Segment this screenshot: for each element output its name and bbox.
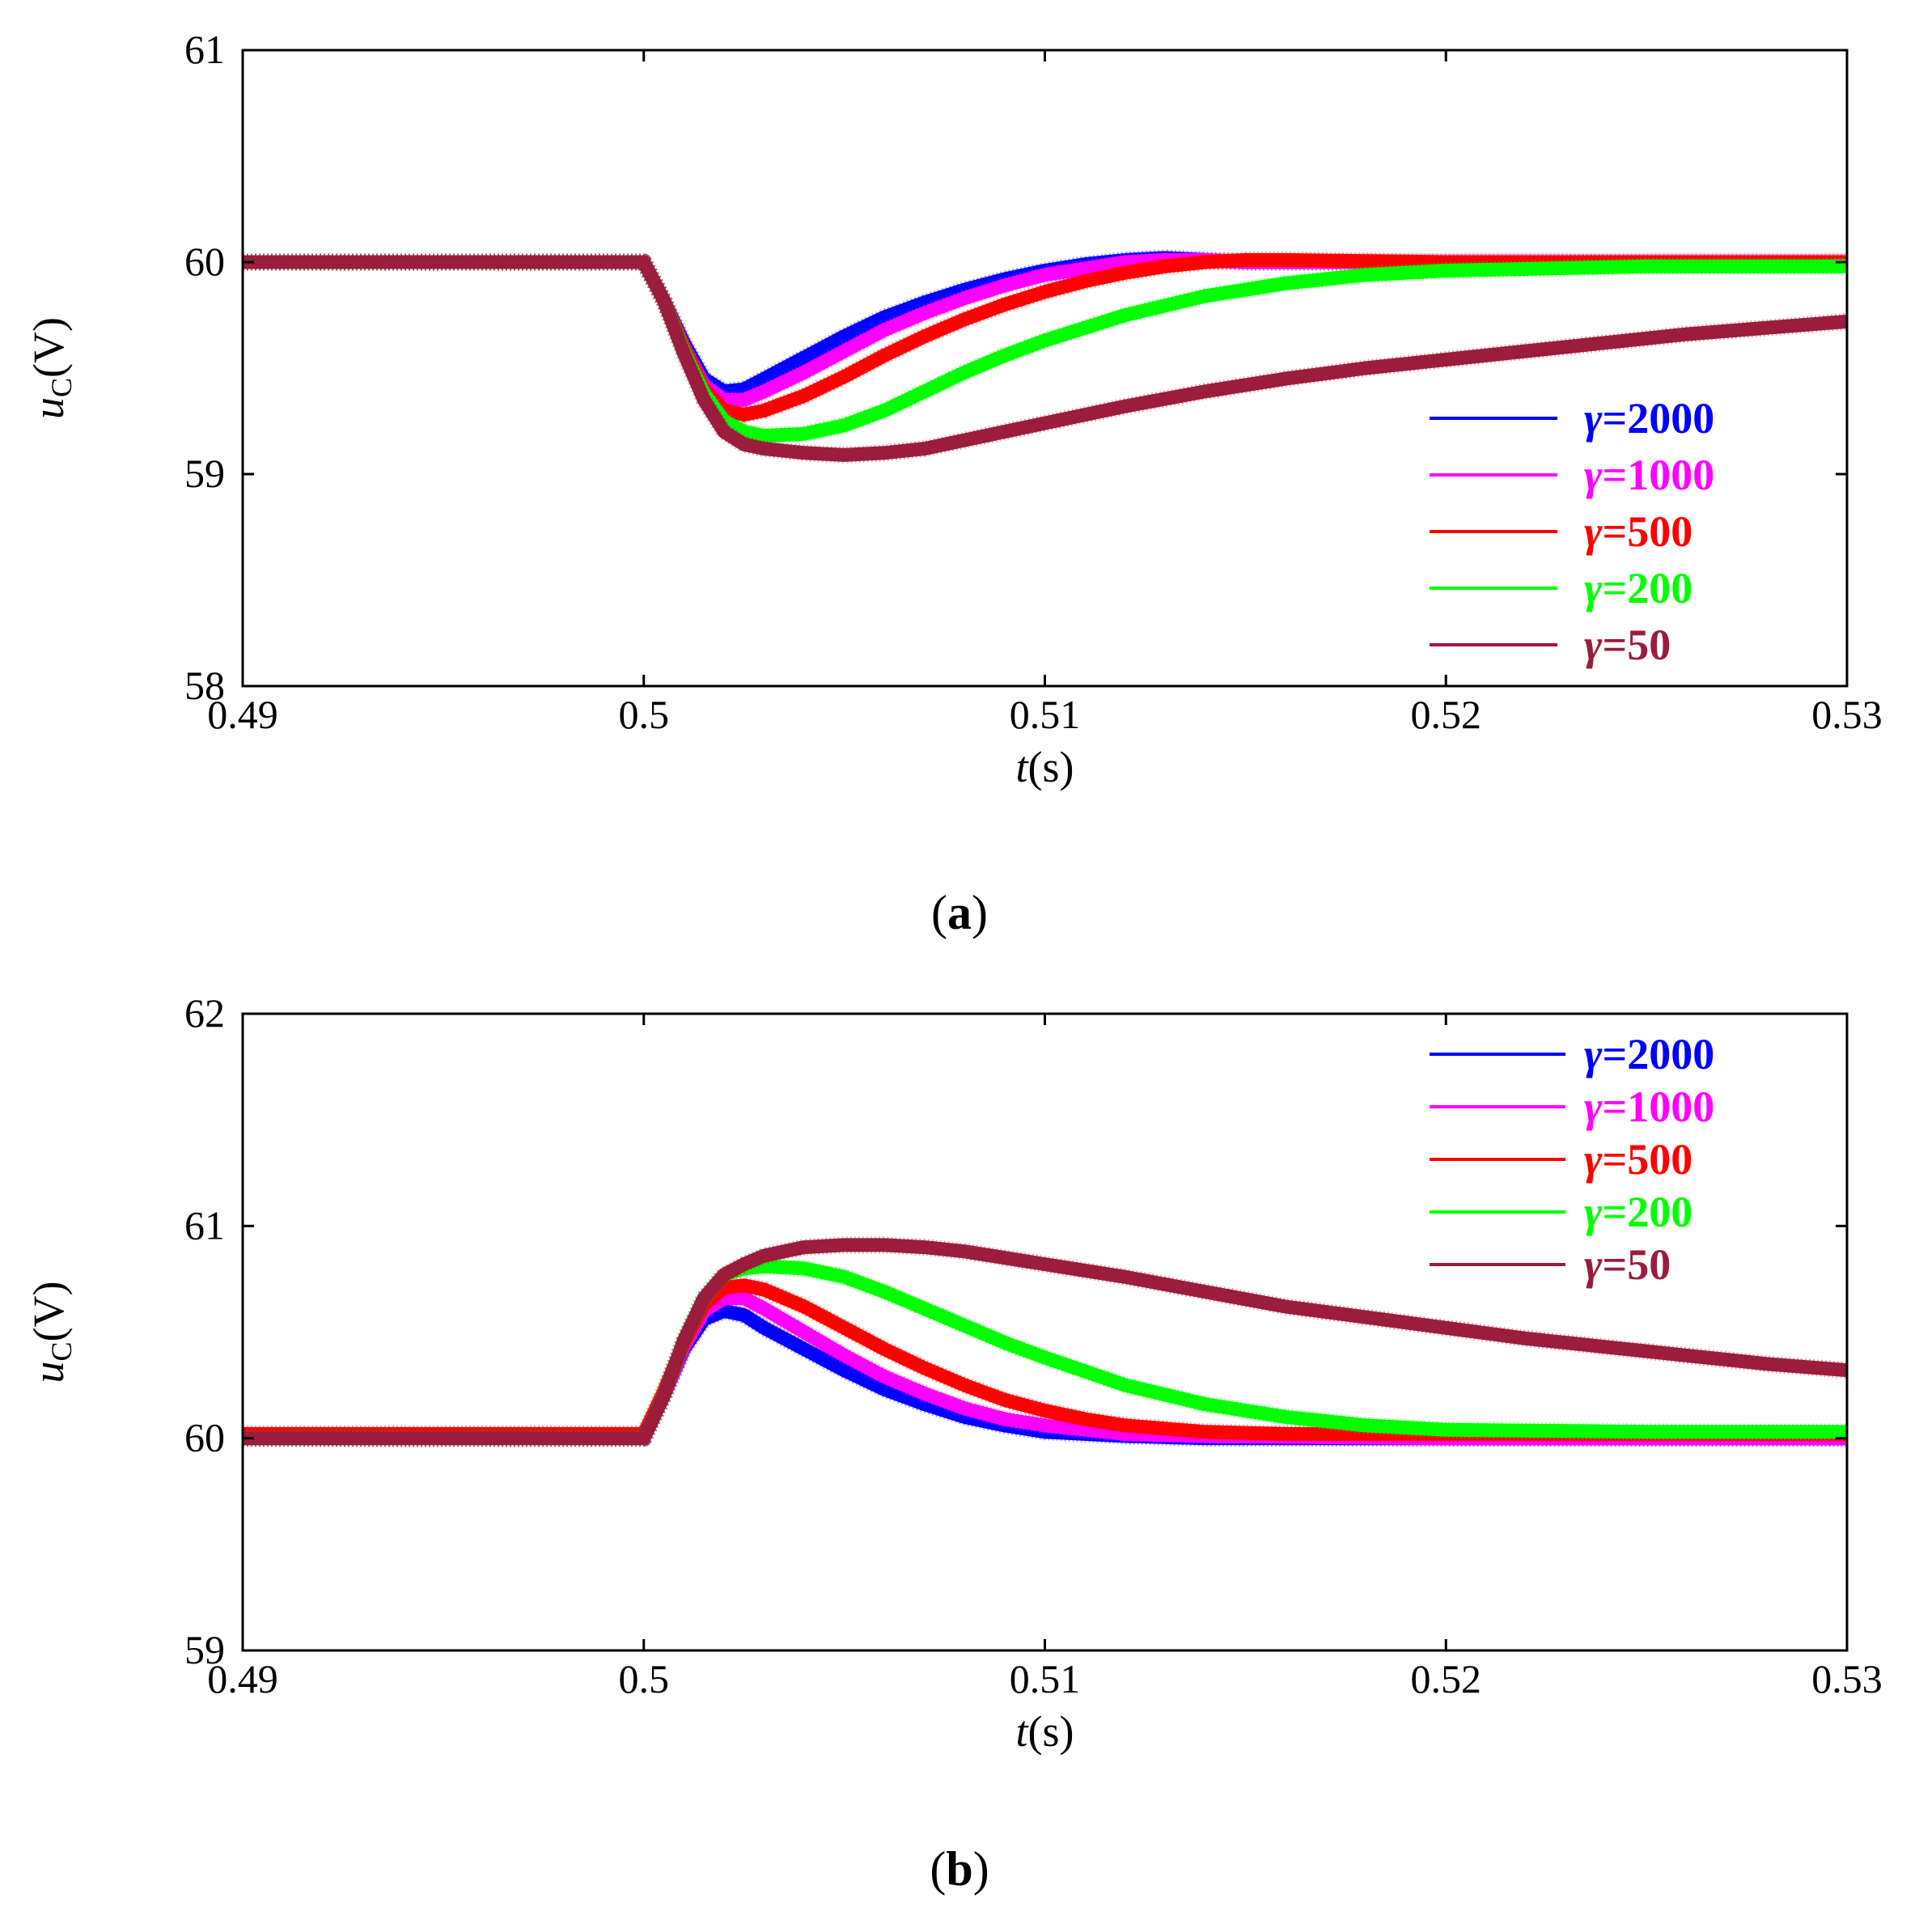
caption-letter: a [947,886,972,939]
legend-value: =200 [1602,1188,1692,1236]
x-tick-label: 0.5 [619,692,670,737]
x-axis-unit: (s) [1028,1707,1074,1756]
caption-a: (a) [931,886,988,939]
legend-value: =1000 [1602,451,1714,499]
legend-label-gamma-50: γ=50 [1584,621,1671,669]
y-axis-title: uC(V) [24,1282,78,1383]
chart-a: 0.49 0.5 0.51 0.52 0.5358596061t(s)uC(V)γ=20… [24,27,1883,939]
series-group [243,249,1847,464]
legend-value: =500 [1602,1135,1692,1184]
caption-close: ) [973,1842,989,1896]
caption-open: ( [930,1842,946,1896]
y-tick-label: 59 [184,1627,225,1672]
y-axis-sub: C [45,378,78,397]
legend-value: =500 [1602,507,1692,556]
y-tick-label: 59 [184,451,225,496]
y-axis-sub: C [45,1341,78,1361]
legend-value: =2000 [1602,394,1714,443]
legend-gamma: γ [1584,451,1603,499]
x-tick-label: 0.53 [1811,692,1883,737]
caption-close: ) [972,886,988,939]
series-ripple-gamma-50 [243,1236,1847,1447]
legend-gamma: γ [1584,507,1603,556]
y-axis-unit: (V) [24,317,73,378]
caption-open: ( [931,886,947,939]
caption-b: (b) [930,1842,989,1896]
y-tick-label: 60 [184,239,225,284]
legend-label-gamma-500: γ=500 [1584,1135,1692,1184]
x-axis-var: t [1016,1707,1030,1756]
legend-label-gamma-1000: γ=1000 [1584,1083,1714,1131]
x-tick-label: 0.51 [1010,692,1081,737]
legend-label-gamma-200: γ=200 [1584,1188,1692,1236]
x-axis-title: t(s) [1016,743,1074,791]
y-tick-label: 61 [184,27,225,72]
caption-letter: b [946,1842,972,1896]
series-line-gamma-50 [243,1238,1847,1446]
x-axis-title: t(s) [1016,1707,1074,1756]
y-tick-label: 61 [184,1202,225,1248]
series-ripple-gamma-1000 [243,251,1847,409]
chart-b: 0.49 0.5 0.51 0.52 0.5359606162t(s)uC(V)γ=20… [24,990,1883,1896]
x-axis-var: t [1016,743,1030,791]
legend-label-gamma-1000: γ=1000 [1584,451,1714,499]
series-ripple-gamma-50 [243,253,1847,464]
legend-label-gamma-50: γ=50 [1584,1240,1671,1289]
y-axis-title: uC(V) [24,317,78,419]
y-tick-label: 60 [184,1415,225,1460]
legend-gamma: γ [1584,1188,1603,1236]
series-line-gamma-1000 [243,252,1847,407]
legend-gamma: γ [1584,564,1603,612]
x-tick-label: 0.5 [619,1656,670,1701]
legend-label-gamma-2000: γ=2000 [1584,1030,1714,1078]
y-axis-var: u [24,397,73,419]
legend-value: =2000 [1602,1030,1714,1078]
y-tick-label: 58 [184,663,225,708]
x-tick-label: 0.53 [1811,1656,1883,1701]
series-group [243,1236,1847,1447]
x-tick-label: 0.52 [1411,1656,1482,1701]
legend-gamma: γ [1584,1083,1603,1131]
y-tick-label: 62 [184,990,225,1036]
legend-value: =50 [1602,1240,1671,1289]
legend-gamma: γ [1584,1030,1603,1078]
legend-label-gamma-200: γ=200 [1584,564,1692,612]
x-tick-label: 0.49 [207,692,278,737]
legend-label-gamma-2000: γ=2000 [1584,394,1714,443]
y-axis-var: u [24,1361,73,1383]
legend-gamma: γ [1584,621,1603,669]
legend-value: =1000 [1602,1083,1714,1131]
x-tick-label: 0.49 [207,1656,278,1701]
x-tick-label: 0.52 [1411,692,1482,737]
series-line-gamma-50 [243,255,1847,462]
legend-gamma: γ [1584,394,1603,443]
legend-value: =200 [1602,564,1692,612]
legend-value: =50 [1602,621,1671,669]
series-ripple-gamma-1000 [243,1290,1847,1447]
x-tick-label: 0.51 [1010,1656,1081,1701]
legend-gamma: γ [1584,1135,1603,1184]
y-axis-unit: (V) [24,1282,73,1342]
x-axis-unit: (s) [1028,743,1074,791]
legend-gamma: γ [1584,1240,1603,1289]
legend-label-gamma-500: γ=500 [1584,507,1692,556]
